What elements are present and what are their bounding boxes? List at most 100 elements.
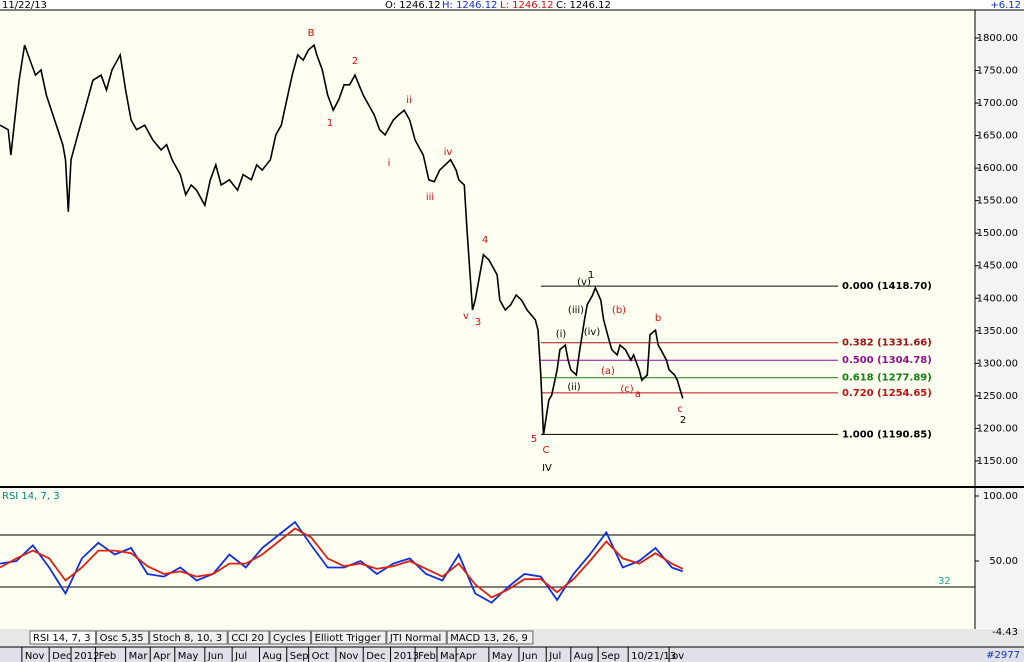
x-tick-label: Sep bbox=[601, 651, 620, 662]
wave-label: iii bbox=[426, 192, 434, 203]
tab[interactable]: Cycles bbox=[269, 630, 312, 645]
level-note: 32 bbox=[938, 576, 951, 587]
x-tick-label: 2013 bbox=[394, 651, 419, 662]
x-tick-label: Mar bbox=[129, 651, 149, 662]
wave-label: B bbox=[308, 28, 315, 39]
fib-label: 0.500 (1304.78) bbox=[842, 355, 932, 366]
x-tick-label: 2012 bbox=[74, 651, 99, 662]
x-tick-label: Dec bbox=[52, 651, 71, 662]
wave-label: ii bbox=[406, 95, 412, 106]
series-line bbox=[0, 43, 684, 436]
x-tick-label: Nov bbox=[25, 651, 45, 662]
wave-label: 2 bbox=[352, 56, 358, 67]
wave-label: (iv) bbox=[584, 327, 601, 338]
y-tick-label: 100.00 bbox=[983, 491, 1018, 502]
y-tick-label: 1700.00 bbox=[977, 98, 1018, 109]
tab-box bbox=[386, 630, 447, 645]
x-tick-label: Oct bbox=[312, 651, 329, 662]
wave-label: (v) bbox=[577, 277, 591, 288]
wave-label: (b) bbox=[612, 305, 626, 316]
rsi-title: RSI 14, 7, 3 bbox=[2, 491, 60, 502]
y-tick-label: 1250.00 bbox=[977, 391, 1018, 402]
x-tick-label: Mar bbox=[440, 651, 460, 662]
tab-label: Stoch 8, 10, 3 bbox=[153, 633, 223, 644]
y-tick-label: 1350.00 bbox=[977, 326, 1018, 337]
x-tick-label: Dec bbox=[366, 651, 385, 662]
header-bar bbox=[0, 0, 1024, 10]
tab[interactable]: Elliott Trigger bbox=[311, 630, 387, 645]
x-tick-label: Aug bbox=[262, 651, 282, 662]
wave-label: C bbox=[543, 445, 550, 456]
tab-box bbox=[311, 630, 387, 645]
tab-label: Osc 5,35 bbox=[100, 633, 144, 644]
wave-label: a bbox=[635, 389, 641, 400]
wave-label: 2 bbox=[680, 415, 686, 426]
tab-box bbox=[96, 630, 150, 645]
tab-label: Elliott Trigger bbox=[315, 633, 382, 644]
wave-label: 1 bbox=[327, 118, 333, 129]
series-line bbox=[0, 520, 684, 604]
x-tick-label: Jun bbox=[521, 651, 538, 662]
tab-box bbox=[29, 630, 97, 645]
x-tick-label: Jul bbox=[548, 651, 561, 662]
wave-label: b bbox=[655, 313, 661, 324]
lower-value: -4.43 bbox=[992, 627, 1018, 638]
x-tick-label: Feb bbox=[99, 651, 117, 662]
price-axis-area bbox=[975, 10, 1024, 628]
wave-label: 4 bbox=[482, 235, 488, 246]
tab[interactable]: JTI Normal bbox=[386, 630, 447, 645]
wave-label: 5 bbox=[531, 434, 537, 445]
tab-label: RSI 14, 7, 3 bbox=[33, 633, 91, 644]
tab-box bbox=[149, 630, 228, 645]
fib-label: 0.720 (1254.65) bbox=[842, 388, 932, 399]
wave-label: (a) bbox=[601, 366, 615, 377]
wave-label: c bbox=[677, 404, 683, 415]
wave-label: (i) bbox=[556, 329, 567, 340]
y-tick-label: 1400.00 bbox=[977, 293, 1018, 304]
tab[interactable]: CCI 20 bbox=[227, 630, 270, 645]
tab[interactable]: Stoch 8, 10, 3 bbox=[149, 630, 228, 645]
header-date: 11/22/13 bbox=[2, 0, 47, 11]
wave-label: 3 bbox=[475, 317, 481, 328]
y-tick-label: 1650.00 bbox=[977, 131, 1018, 142]
y-tick-label: 1150.00 bbox=[977, 456, 1018, 467]
header-low: L: 1246.12 bbox=[500, 0, 553, 11]
wave-label: 1 bbox=[588, 270, 594, 281]
y-tick-label: 1550.00 bbox=[977, 196, 1018, 207]
fib-label: 0.618 (1277.89) bbox=[842, 373, 932, 384]
wave-label: (ii) bbox=[567, 382, 580, 393]
wave-label: i bbox=[388, 158, 391, 169]
x-tick-label: Nov bbox=[339, 651, 359, 662]
header-high: H: 1246.12 bbox=[442, 0, 497, 11]
tab[interactable]: MACD 13, 26, 9 bbox=[446, 630, 534, 645]
x-tick-label: Sep bbox=[290, 651, 309, 662]
y-tick-label: 1500.00 bbox=[977, 228, 1018, 239]
tab-label: MACD 13, 26, 9 bbox=[450, 633, 528, 644]
y-tick-label: 50.00 bbox=[989, 556, 1018, 567]
x-tick-label: May bbox=[178, 651, 199, 662]
header-close: C: 1246.12 bbox=[556, 0, 611, 11]
y-tick-label: 1800.00 bbox=[977, 33, 1018, 44]
y-tick-label: 1750.00 bbox=[977, 66, 1018, 77]
wave-label: (iii) bbox=[568, 305, 584, 316]
tab-box bbox=[446, 630, 534, 645]
wave-label: v bbox=[463, 311, 469, 322]
x-tick-label: Apr bbox=[459, 651, 477, 662]
fib-label: 0.000 (1418.70) bbox=[842, 281, 932, 292]
tab[interactable]: RSI 14, 7, 3 bbox=[29, 630, 97, 645]
y-tick-label: 1200.00 bbox=[977, 423, 1018, 434]
y-tick-label: 1300.00 bbox=[977, 358, 1018, 369]
x-tick-label: Jun bbox=[207, 651, 224, 662]
tab-box bbox=[269, 630, 312, 645]
header-change: +6.12 bbox=[990, 0, 1021, 11]
count: #2977 bbox=[986, 650, 1020, 661]
tab-label: JTI Normal bbox=[389, 633, 441, 644]
header-open: O: 1246.12 bbox=[385, 0, 441, 11]
wave-label: iv bbox=[444, 147, 453, 158]
tab[interactable]: Osc 5,35 bbox=[96, 630, 150, 645]
y-tick-label: 1450.00 bbox=[977, 261, 1018, 272]
wave-label: IV bbox=[542, 463, 552, 474]
